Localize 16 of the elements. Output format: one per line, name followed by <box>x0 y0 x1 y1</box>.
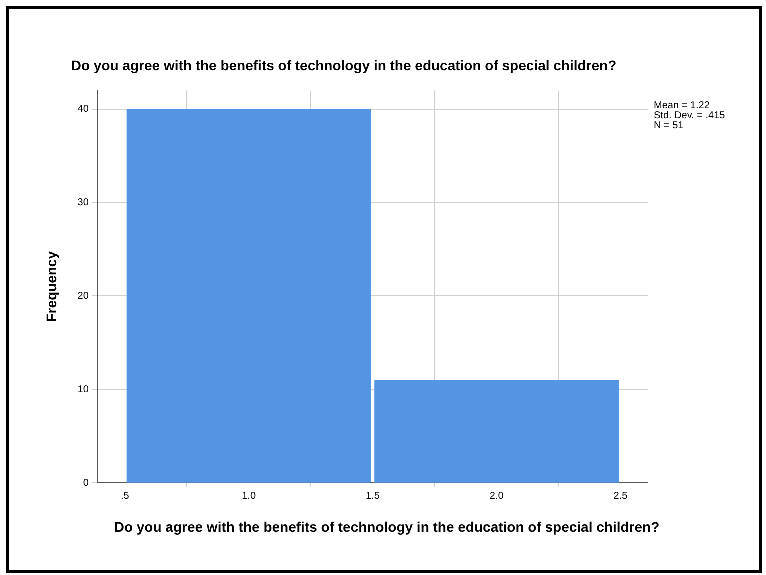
y-tick-label: 30 <box>78 198 90 209</box>
x-tick-label: 1.5 <box>366 490 380 502</box>
text: N = 51 <box>654 120 684 132</box>
text: Mean = 1.22 <box>654 100 710 112</box>
y-tick-label: 10 <box>78 384 90 396</box>
x-tick-label: .5 <box>121 490 130 502</box>
y-tick-label: 40 <box>78 104 90 116</box>
x-axis-title: Do you agree with the benefits of technology in the education of special children? <box>113 519 661 535</box>
x-tick-label: 1.0 <box>242 490 256 502</box>
y-tick-label: 20 <box>78 290 90 302</box>
x-tick-label: 2.5 <box>614 490 628 502</box>
chart-title: Do you agree with the benefits of technology in the education of special children? <box>71 57 617 74</box>
text: Std. Dev. = .415 <box>654 110 726 122</box>
y-axis-title: Frequency <box>43 251 60 322</box>
y-tick-label: 0 <box>83 478 90 489</box>
x-tick-label: 2.0 <box>490 490 504 502</box>
